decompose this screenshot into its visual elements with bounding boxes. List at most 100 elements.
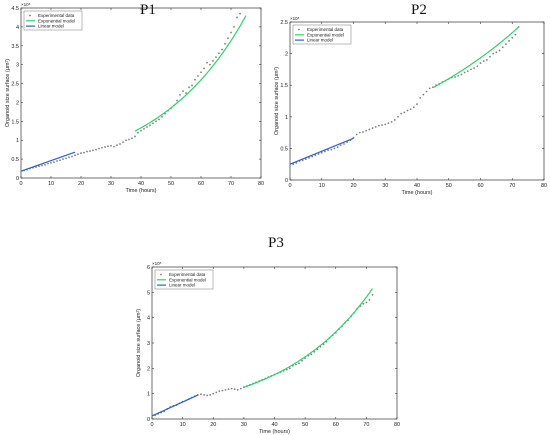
experimental-point	[203, 67, 205, 70]
experimental-point	[311, 155, 314, 158]
y-tick-label: 0.5	[11, 157, 19, 163]
y-tick-label: 0.5	[280, 146, 288, 152]
experimental-point	[236, 16, 238, 19]
experimental-point	[314, 154, 317, 157]
x-tick-label: 20	[78, 181, 84, 187]
x-tick-label: 60	[477, 183, 483, 189]
x-axis-label: Time (hours)	[402, 190, 433, 196]
experimental-point	[409, 108, 412, 111]
y-tick-label: 2	[147, 366, 150, 372]
y-tick-label: 3	[147, 341, 150, 347]
experimental-point	[203, 394, 205, 396]
y-tick-label: 4	[16, 25, 19, 31]
experimental-point	[227, 37, 229, 40]
experimental-point	[381, 124, 383, 126]
experimental-point	[134, 135, 136, 138]
x-tick-label: 60	[198, 181, 204, 187]
y-tick-label: 4	[147, 316, 150, 322]
x-tick-label: 50	[446, 183, 452, 189]
experimental-point	[122, 141, 124, 144]
linear-model-line	[20, 151, 76, 172]
experimental-point	[236, 388, 239, 391]
experimental-point	[365, 129, 368, 132]
experimental-point	[324, 150, 326, 153]
experimental-point	[191, 84, 193, 87]
experimental-point	[62, 158, 64, 161]
experimental-point	[221, 48, 223, 51]
experimental-point	[239, 12, 241, 15]
y-axis-label: Organoid size surface (μm²)	[5, 59, 11, 127]
x-tick-label: 20	[350, 183, 356, 189]
experimental-point	[179, 93, 181, 96]
experimental-point	[479, 62, 482, 64]
experimental-point	[137, 131, 139, 134]
experimental-point	[77, 153, 79, 156]
experimental-point	[185, 92, 187, 94]
experimental-point	[182, 90, 184, 93]
experimental-point	[206, 61, 208, 64]
experimental-point	[505, 43, 507, 46]
y-tick-label: 2	[285, 52, 288, 58]
x-tick-label: 0	[19, 181, 22, 187]
experimental-point	[71, 155, 73, 158]
legend-label-exponential: Exponential model	[169, 277, 206, 282]
linear-model-line	[289, 137, 354, 165]
experimental-point	[176, 99, 178, 102]
legend	[154, 269, 214, 290]
experimental-point	[495, 51, 498, 54]
experimental-point	[158, 118, 160, 121]
y-tick-label: 6	[147, 265, 150, 271]
experimental-point	[292, 163, 295, 166]
experimental-point	[295, 363, 297, 366]
experimental-point	[209, 63, 211, 66]
experimental-point	[74, 154, 76, 157]
experimental-point	[194, 78, 196, 81]
legend	[23, 10, 83, 31]
experimental-point	[368, 128, 371, 131]
x-axis-label: Time (hours)	[126, 188, 157, 194]
experimental-point	[230, 387, 233, 390]
experimental-point	[38, 165, 40, 168]
plot-frame	[289, 21, 545, 181]
experimental-point	[378, 124, 380, 127]
experimental-point	[131, 137, 133, 140]
experimental-point	[511, 36, 514, 39]
legend-label-exponential: Exponential model	[307, 32, 344, 37]
legend-label-exponential: Exponential model	[38, 18, 75, 23]
y-tick-label: 2.5	[11, 82, 19, 88]
experimental-point	[301, 159, 304, 162]
experimental-point	[406, 109, 409, 112]
y-tick-label: 4.5	[11, 6, 19, 12]
experimental-point	[227, 388, 230, 391]
experimental-point	[110, 144, 112, 147]
x-tick-label: 70	[509, 183, 515, 189]
y-tick-label: 5	[147, 290, 150, 296]
experimental-point	[218, 390, 221, 393]
experimental-point	[230, 31, 232, 34]
experimental-point	[457, 74, 460, 77]
experimental-point	[422, 93, 425, 96]
experimental-point	[425, 90, 428, 93]
chart-p3: 0 10 20 30 40 50 60 70 80 0 1 2 3 4 5 6×10⁵ Time (hours)…	[136, 261, 400, 435]
experimental-point	[310, 353, 313, 356]
y-tick-label: 0	[16, 176, 19, 182]
experimental-point	[218, 52, 220, 55]
experimental-point	[397, 115, 399, 118]
experimental-point	[155, 120, 157, 123]
experimental-point	[330, 148, 333, 151]
legend-label-experimental: Experimental data	[307, 27, 344, 32]
linear-model-line	[151, 394, 199, 417]
experimental-point	[143, 127, 145, 130]
experimental-point	[197, 75, 199, 77]
x-tick-label: 80	[258, 181, 264, 187]
experimental-point	[224, 42, 226, 45]
experimental-point	[371, 293, 374, 296]
experimental-point	[428, 87, 431, 90]
experimental-point	[476, 65, 479, 68]
legend-marker-experimental	[29, 14, 31, 17]
experimental-point	[206, 394, 209, 397]
experimental-point	[146, 126, 148, 128]
x-tick-label: 70	[228, 181, 234, 187]
experimental-point	[365, 301, 368, 304]
x-tick-label: 10	[319, 183, 325, 189]
